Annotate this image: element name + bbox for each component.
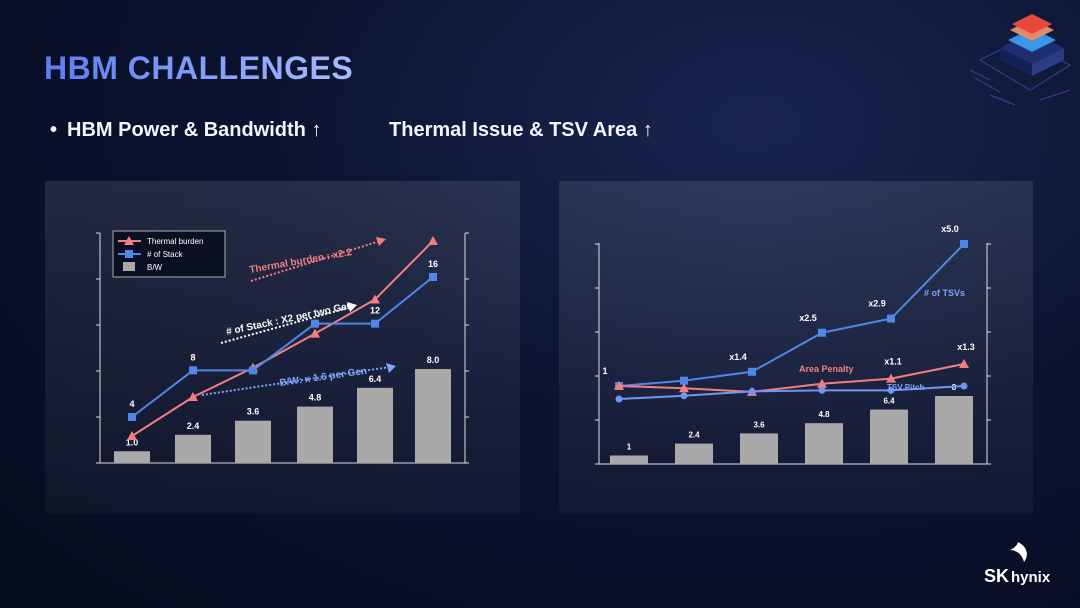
area-penalty-point — [959, 359, 969, 368]
bar-label: 1.0 — [126, 437, 139, 447]
stack-label: 12 — [370, 306, 380, 316]
bar-label: 8.0 — [427, 355, 440, 365]
area-penalty-point — [886, 373, 896, 383]
tsv-count-point — [960, 240, 968, 248]
legend-thermal-marker — [124, 236, 134, 245]
tsv-pitch-point — [615, 395, 623, 403]
tsv-pitch-point — [887, 386, 895, 394]
area-penalty-label: x1.3 — [957, 342, 975, 352]
annotation-thermal-head — [376, 237, 386, 246]
tsv-count-label: x1.4 — [729, 352, 747, 362]
tsv-pitch-point — [960, 382, 968, 390]
area-penalty-point — [679, 383, 689, 393]
stack-point — [429, 273, 437, 281]
tsv-count-label: x5.0 — [941, 224, 959, 234]
bar — [235, 420, 271, 463]
legend-label: # of Stack — [147, 250, 184, 259]
thermal-line — [131, 240, 434, 437]
thermal-point — [127, 431, 137, 440]
tsv-count-point — [818, 328, 826, 337]
bar-label: 4.8 — [309, 393, 322, 403]
stack-label: 8 — [190, 352, 195, 362]
subtitle-row: • HBM Power & Bandwidth ↑ Thermal Issue … — [50, 119, 653, 142]
area-penalty-line — [618, 363, 965, 393]
right-chart-panel: 1 2.4 3.6 4.8 6.4 8 1 x1.4 x2.5 x2.9 x5.0 # of TSVs… — [559, 181, 1033, 514]
area-penalty-label: x1.1 — [884, 357, 902, 367]
stack-point — [189, 366, 197, 375]
logo-sk: SK — [984, 566, 1009, 586]
thermal-point — [310, 328, 320, 338]
left-chart-panel: 1.0 2.4 3.6 4.8 6.4 8.0 4 8 12 16 Thermal burden # … — [45, 181, 520, 514]
bar-label: 4.8 — [818, 410, 830, 419]
bar-label: 1 — [627, 443, 632, 452]
thermal-point — [188, 392, 198, 401]
annotation-thermal: Thermal burden : x2.2 — [249, 247, 354, 276]
stack-line — [131, 276, 434, 418]
tsv-pitch-point — [748, 387, 756, 395]
bar-label: 3.6 — [247, 407, 260, 417]
slide-title: HBM CHALLENGES — [44, 50, 354, 86]
bar-label: 2.4 — [688, 431, 700, 440]
tsv-count-point — [748, 367, 756, 376]
left-chart: 1.0 2.4 3.6 4.8 6.4 8.0 4 8 12 16 Thermal burden # … — [96, 230, 469, 464]
tsv-pitch-point — [818, 386, 826, 394]
legend-label: Thermal burden — [147, 237, 203, 246]
stack-point — [371, 319, 379, 328]
bar — [740, 433, 778, 464]
thermal-point — [370, 294, 380, 304]
area-penalty-point — [817, 378, 827, 388]
chip-graphic — [969, 14, 1072, 106]
area-penalty-series-label: Area Penalty — [799, 364, 854, 374]
tsv-pitch-point — [680, 392, 688, 400]
bar — [870, 409, 908, 464]
annotation-stack-head — [347, 302, 357, 312]
legend-stack-marker — [125, 250, 133, 258]
bar — [935, 396, 973, 464]
subtitle-left: HBM Power & Bandwidth ↑ — [67, 119, 322, 141]
bar — [175, 434, 211, 463]
tsv-count-line — [618, 243, 965, 387]
tsv-count-point — [887, 314, 895, 323]
annotation-stack-arrow — [220, 306, 352, 344]
stack-label: 16 — [428, 259, 438, 269]
bar-label: 3.6 — [753, 420, 765, 429]
bar — [114, 451, 150, 463]
tsv-count-point — [680, 376, 688, 385]
tsv-count-label: x2.5 — [799, 313, 817, 323]
subtitle-right: Thermal Issue & TSV Area ↑ — [389, 119, 653, 141]
tsv-count-label: 1 — [602, 366, 607, 376]
bar-label: 2.4 — [187, 421, 200, 431]
area-penalty-point — [614, 381, 624, 390]
annotation-bw-head — [386, 363, 396, 373]
bar-label: 6.4 — [883, 397, 895, 406]
bar — [610, 455, 648, 464]
bar — [675, 443, 713, 464]
sk-hynix-logo: SK hynix — [984, 542, 1051, 586]
annotation-thermal-arrow — [250, 240, 381, 282]
thermal-point — [428, 236, 438, 245]
tsv-count-series-label: # of TSVs — [924, 288, 965, 298]
annotation-bw: B/W: x 1.6 per Gen — [279, 366, 368, 389]
legend-bw-marker — [123, 262, 135, 271]
tsv-count-label: x2.9 — [868, 299, 886, 309]
bar — [805, 423, 843, 464]
annotation-stack: # of Stack : X2 per two Gen — [225, 300, 353, 338]
stack-label: 4 — [129, 399, 134, 409]
bar — [357, 387, 393, 463]
legend-label: B/W — [147, 263, 163, 272]
stack-point — [128, 413, 136, 421]
stack-point — [249, 366, 257, 375]
bar-label: 6.4 — [369, 374, 382, 384]
bullet: • — [50, 119, 58, 141]
tsv-pitch-series-label: TSV Pitch — [887, 383, 924, 392]
tsv-pitch-line — [618, 385, 965, 400]
bar — [415, 369, 451, 463]
logo-hynix: hynix — [1011, 569, 1051, 586]
stack-point — [311, 319, 319, 328]
bar — [297, 406, 333, 463]
